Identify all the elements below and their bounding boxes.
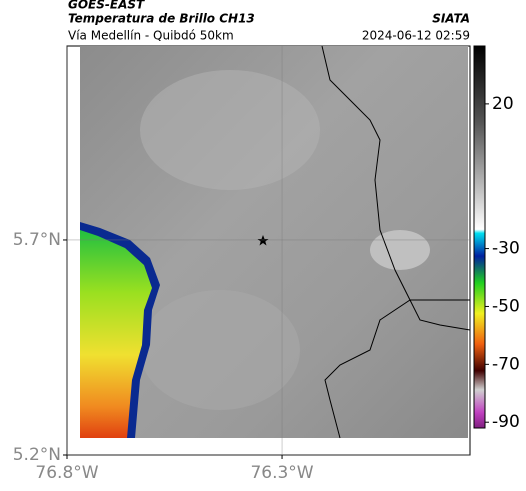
map	[66, 45, 471, 456]
border-line	[324, 299, 470, 439]
cloud	[370, 230, 430, 270]
border-line	[321, 45, 471, 331]
colorbar-tick-label: -70	[492, 354, 520, 374]
colorbar-tick-label: -90	[492, 412, 520, 432]
x-tick-label: 76.8°W	[35, 463, 98, 483]
route-label: Vía Medellín - Quibdó 50km	[68, 29, 234, 43]
x-tick-label: 76.3°W	[250, 463, 313, 483]
datetime-label: 2024-06-12 02:59	[362, 29, 470, 43]
cloud	[140, 290, 300, 410]
colorbar-tick-label: -30	[492, 239, 520, 259]
cloud	[140, 70, 320, 190]
source-label: SIATA	[432, 12, 470, 26]
cold-cloud-top	[80, 230, 152, 438]
product-title: Temperatura de Brillo CH13	[68, 12, 255, 26]
colorbar	[473, 45, 486, 429]
colorbar-tick-label: -50	[492, 296, 520, 316]
satellite-title: GOES-EAST	[68, 0, 145, 12]
y-tick-label: 5.2°N	[13, 445, 61, 465]
colorbar-tick-label: 20	[492, 94, 514, 114]
y-tick-label: 5.7°N	[13, 230, 61, 250]
